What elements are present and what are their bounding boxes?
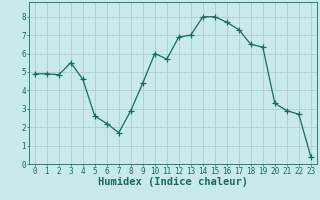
X-axis label: Humidex (Indice chaleur): Humidex (Indice chaleur) (98, 177, 248, 187)
